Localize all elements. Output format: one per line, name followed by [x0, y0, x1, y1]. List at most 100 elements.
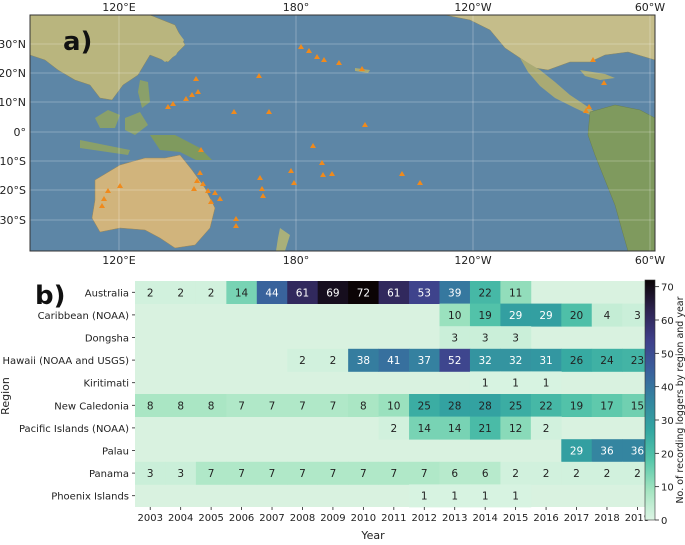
cell-value: 29 [570, 446, 583, 458]
cell-value: 8 [208, 400, 215, 412]
colorbar-tick-label: 20 [661, 449, 674, 460]
row-label: Pacific Islands (NOAA) [19, 424, 129, 435]
cell-value: 19 [478, 310, 491, 322]
heatmap-cell [439, 303, 471, 327]
heatmap-cell [226, 394, 258, 417]
cell-value: 38 [357, 355, 370, 367]
x-tick-label: 2015 [503, 513, 528, 524]
colorbar-tick-label: 40 [661, 383, 674, 394]
cell-value: 8 [177, 400, 184, 412]
heatmap-cell [165, 461, 197, 485]
heatmap-cell [256, 281, 288, 304]
heatmap-cell [469, 394, 501, 417]
heatmap-cell [500, 394, 532, 417]
heatmap-cell [561, 461, 593, 485]
cell-value: 7 [360, 468, 367, 480]
heatmap-cell [439, 281, 471, 304]
panel-b-label: b) [35, 281, 66, 311]
heatmap-cell [561, 439, 593, 463]
heatmap-cell [439, 461, 471, 485]
lat-tick: 30°N [0, 38, 26, 51]
heatmap-cell [348, 348, 379, 372]
x-tick-label: 2008 [290, 513, 315, 524]
cell-value: 10 [448, 310, 461, 322]
cell-value: 8 [360, 400, 367, 412]
cell-value: 36 [631, 446, 645, 458]
heatmap-cell [591, 461, 623, 485]
heatmap-cell [409, 461, 440, 485]
x-tick-label: 2004 [168, 513, 193, 524]
cell-value: 7 [269, 400, 276, 412]
heatmap-cell [165, 394, 197, 417]
row-label: Panama [89, 469, 129, 480]
cell-value: 1 [451, 491, 458, 503]
heatmap-cell [469, 461, 501, 485]
cell-value: 25 [509, 400, 522, 412]
heatmap-cell [409, 484, 440, 508]
heatmap-cell [256, 461, 288, 485]
heatmap-cell [500, 461, 532, 485]
row-label: Palau [102, 447, 129, 458]
heatmap-cell [469, 348, 501, 372]
cell-value: 22 [478, 287, 491, 299]
heatmap-cell [530, 416, 562, 440]
cell-value: 29 [539, 310, 552, 322]
cell-value: 53 [418, 287, 431, 299]
cell-value: 37 [418, 355, 431, 367]
cell-value: 10 [387, 400, 400, 412]
lon-tick-top: 60°W [635, 1, 665, 14]
colorbar-tick-label: 50 [661, 349, 674, 360]
colorbar-tick-label: 30 [661, 416, 674, 427]
map-panel: 120°E 180° 120°W 60°W 120°E 180° 120°W 6… [0, 1, 665, 267]
x-tick-label: 2010 [351, 513, 376, 524]
heatmap-cell [287, 394, 319, 417]
lon-tick-top: 120°W [454, 1, 491, 14]
cell-value: 7 [208, 468, 215, 480]
heatmap-cell [165, 281, 197, 304]
cell-value: 17 [600, 400, 613, 412]
cell-value: 41 [387, 355, 400, 367]
cell-value: 14 [448, 423, 462, 435]
cell-value: 25 [418, 400, 431, 412]
lon-tick-top: 120°E [102, 1, 135, 14]
heatmap-cell [500, 416, 532, 440]
y-axis-title: Region [0, 377, 12, 415]
heatmap-cell [439, 416, 471, 440]
heatmap-cell [348, 394, 379, 417]
panel-a-label: a) [63, 27, 92, 57]
cell-value: 2 [543, 468, 550, 480]
x-tick-label: 2003 [137, 513, 162, 524]
row-label: Caribbean (NOAA) [38, 311, 130, 322]
cell-value: 24 [600, 355, 614, 367]
cell-value: 52 [448, 355, 461, 367]
heatmap-cell [439, 348, 471, 372]
colorbar-bar [644, 279, 656, 521]
cell-value: 2 [573, 468, 580, 480]
heatmap-cell [378, 394, 410, 417]
cell-value: 7 [299, 400, 306, 412]
cell-value: 6 [482, 468, 489, 480]
heatmap-cell [317, 461, 349, 485]
cell-value: 7 [330, 468, 337, 480]
cell-value: 7 [238, 468, 245, 480]
cell-value: 2 [147, 287, 154, 299]
heatmap-cell [317, 348, 349, 372]
cell-value: 69 [326, 287, 339, 299]
x-tick-label: 2017 [564, 513, 589, 524]
cell-value: 21 [478, 423, 491, 435]
cell-value: 2 [634, 468, 641, 480]
colorbar-label: No. of recording loggers by region and y… [675, 296, 685, 503]
lat-tick: 20°N [0, 67, 26, 80]
heatmap-cell [195, 461, 227, 485]
cell-value: 2 [208, 287, 215, 299]
cell-value: 39 [448, 287, 461, 299]
heatmap-cell [378, 416, 410, 440]
heatmap-cell [561, 348, 593, 372]
heatmap-cell [530, 461, 562, 485]
heatmap-cell [500, 303, 532, 327]
heatmap-cell [469, 371, 501, 395]
row-label: Hawaii (NOAA and USGS) [2, 356, 129, 367]
x-axis-title: Year [360, 529, 385, 541]
heatmap-cell [135, 394, 166, 417]
cell-value: 1 [512, 378, 519, 390]
